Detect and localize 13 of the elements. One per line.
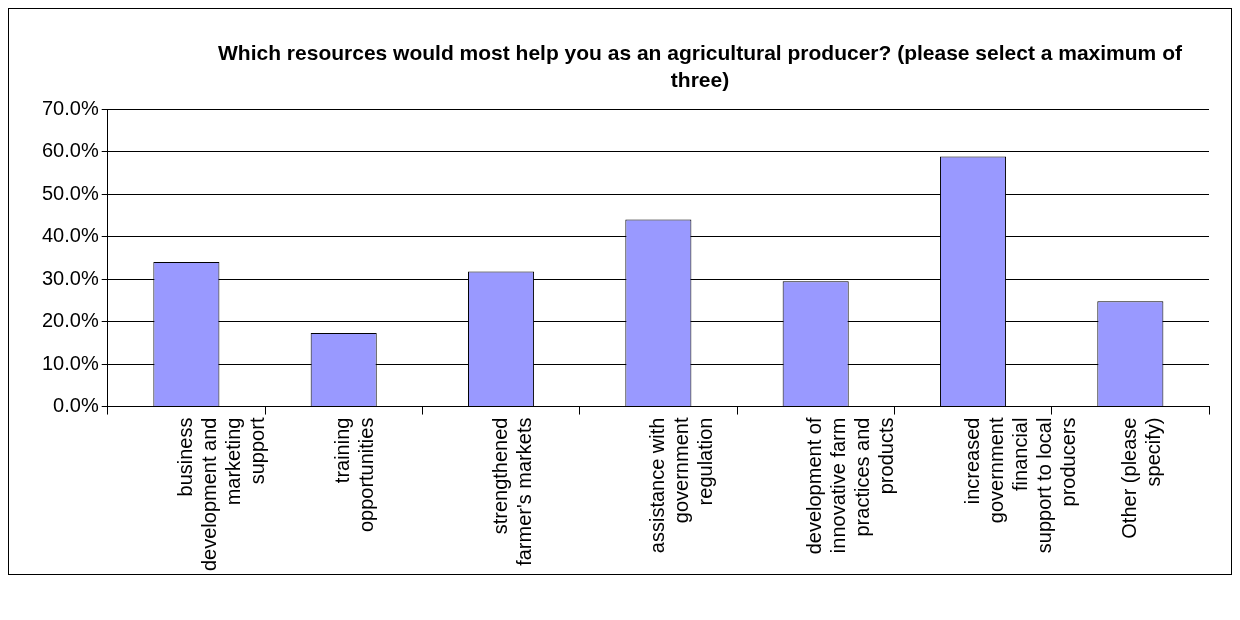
x-tick-label: Other (please specify) xyxy=(1117,417,1164,539)
y-tick-label: 20.0% xyxy=(41,308,99,331)
y-tick-label: 10.0% xyxy=(41,351,99,374)
y-tick-label: 70.0% xyxy=(41,96,99,119)
x-tick-label: development of innovative farm practices and products xyxy=(803,416,898,554)
x-tick-label: assistance with government regulation xyxy=(645,416,716,553)
y-tick-label: 50.0% xyxy=(41,181,99,204)
y-tick-label: 60.0% xyxy=(41,138,99,161)
y-tick-label: 0.0% xyxy=(53,393,99,416)
y-tick-label: 30.0% xyxy=(41,266,99,289)
chart-title: Which resources would most help you as an agricultural producer? (please select a maximum of three) xyxy=(217,40,1183,94)
y-tick-label: 40.0% xyxy=(41,223,99,246)
x-tick-label: business development and marketing support xyxy=(173,416,268,571)
